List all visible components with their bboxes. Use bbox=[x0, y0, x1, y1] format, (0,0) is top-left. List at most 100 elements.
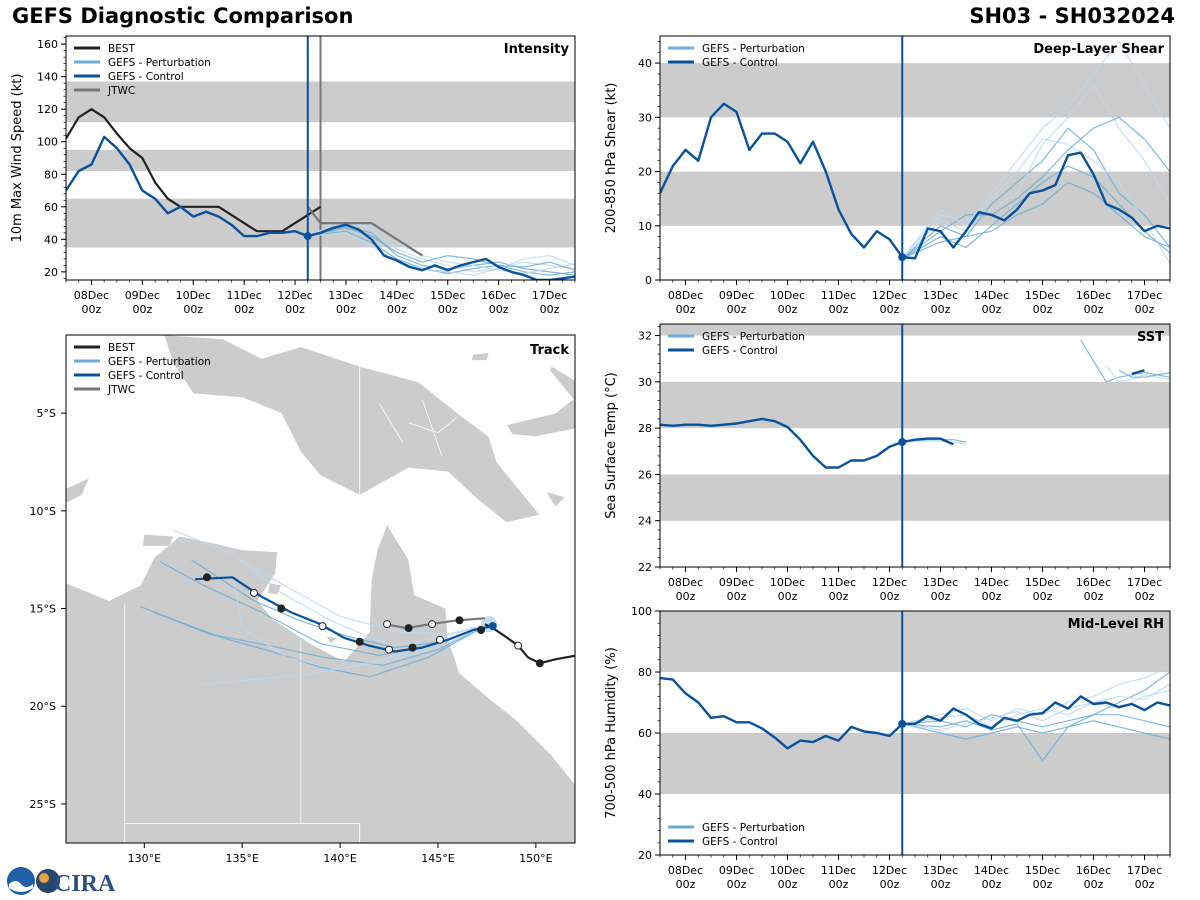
intensity-xtick-sublabel-0: 00z bbox=[82, 303, 102, 316]
rh-ytick-label-1: 40 bbox=[638, 788, 652, 801]
cira-wordmark: CIRA bbox=[54, 871, 116, 896]
track-perturbation-member-4 bbox=[140, 606, 490, 666]
intensity-xtick-label-8: 16Dec bbox=[481, 289, 516, 302]
intensity-xtick-label-3: 11Dec bbox=[227, 289, 262, 302]
shear-legend-label-0: GEFS - Perturbation bbox=[702, 43, 805, 55]
sst-xtick-label-1: 09Dec bbox=[719, 576, 754, 589]
border-line-5 bbox=[408, 416, 458, 434]
track-marker-jtwc-3 bbox=[383, 620, 392, 629]
sst-xtick-label-8: 16Dec bbox=[1076, 576, 1111, 589]
rh-perturbation-member-2 bbox=[902, 720, 1170, 740]
rh-legend-label-1: GEFS - Control bbox=[702, 836, 778, 848]
rh-xtick-label-7: 15Dec bbox=[1025, 864, 1060, 877]
sst-legend-label-1: GEFS - Control bbox=[702, 345, 778, 357]
rh-ytick-label-4: 100 bbox=[631, 605, 652, 618]
sst-ytick-label-3: 28 bbox=[638, 422, 652, 435]
shear-xtick-sublabel-0: 00z bbox=[676, 303, 696, 316]
track-marker-gefs-control-3 bbox=[385, 645, 394, 654]
land-mornington-island bbox=[325, 635, 339, 645]
intensity-ytick-label-6: 140 bbox=[37, 71, 58, 84]
rh-xtick-label-2: 10Dec bbox=[770, 864, 805, 877]
shear-init-point bbox=[898, 253, 907, 262]
shear-xtick-sublabel-3: 00z bbox=[829, 303, 849, 316]
rh-plot-area bbox=[660, 611, 1170, 855]
land-melville-island bbox=[142, 533, 175, 547]
shear-ytick-label-4: 40 bbox=[638, 57, 652, 70]
track-legend-label-0: BEST bbox=[108, 342, 136, 354]
intensity-xtick-sublabel-1: 00z bbox=[132, 303, 152, 316]
intensity-xtick-sublabel-8: 00z bbox=[489, 303, 509, 316]
track-marker-gefs-control-7 bbox=[249, 588, 258, 597]
shear-xtick-sublabel-6: 00z bbox=[982, 303, 1002, 316]
rh-band-1 bbox=[660, 611, 1170, 672]
rh-panel: 2040608010008Dec00z09Dec00z10Dec00z11Dec… bbox=[604, 605, 1171, 891]
track-marker-gefs-control-6 bbox=[277, 604, 286, 613]
rh-xtick-sublabel-0: 00z bbox=[676, 878, 696, 891]
shear-legend-label-1: GEFS - Control bbox=[702, 57, 778, 69]
sst-ytick-label-1: 24 bbox=[638, 515, 652, 528]
track-ytick-label-0: 5°S bbox=[37, 407, 56, 420]
sst-xtick-sublabel-1: 00z bbox=[727, 590, 747, 603]
rh-ytick-label-0: 20 bbox=[638, 849, 652, 862]
track-marker-best-1 bbox=[514, 641, 523, 650]
track-ytick-label-2: 15°S bbox=[30, 603, 56, 616]
track-ytick-label-3: 20°S bbox=[30, 700, 56, 713]
sst-series-gefs-control-late- bbox=[1131, 369, 1145, 375]
track-marker-gefs-control-8 bbox=[202, 573, 211, 582]
sst-band-0 bbox=[660, 474, 1170, 521]
track-init-point bbox=[488, 622, 497, 631]
sst-xtick-label-5: 13Dec bbox=[923, 576, 958, 589]
shear-xtick-label-1: 09Dec bbox=[719, 289, 754, 302]
sst-ytick-label-2: 26 bbox=[638, 468, 652, 481]
track-ytick-label-1: 10°S bbox=[30, 505, 56, 518]
track-marker-gefs-control-2 bbox=[408, 643, 417, 652]
sst-xtick-sublabel-2: 00z bbox=[778, 590, 798, 603]
intensity-init-point bbox=[303, 232, 312, 241]
intensity-xtick-label-2: 10Dec bbox=[176, 289, 211, 302]
shear-title: Deep-Layer Shear bbox=[1033, 42, 1164, 57]
track-marker-gefs-control-5 bbox=[318, 622, 327, 631]
track-xtick-label-3: 145°E bbox=[421, 852, 454, 865]
rh-xtick-sublabel-5: 00z bbox=[931, 878, 951, 891]
intensity-xtick-sublabel-4: 00z bbox=[285, 303, 305, 316]
land-australia bbox=[66, 523, 575, 843]
shear-xtick-label-7: 15Dec bbox=[1025, 289, 1060, 302]
shear-xtick-sublabel-4: 00z bbox=[880, 303, 900, 316]
intensity-xtick-sublabel-7: 00z bbox=[438, 303, 458, 316]
sst-band-2 bbox=[660, 324, 1170, 336]
shear-ytick-label-0: 0 bbox=[645, 274, 652, 287]
sst-perturbation-member-2 bbox=[1080, 339, 1170, 383]
track-perturbation-member-2 bbox=[153, 611, 490, 678]
sst-band-1 bbox=[660, 381, 1170, 429]
track-series-best bbox=[484, 623, 575, 665]
sst-title: SST bbox=[1137, 330, 1164, 345]
sst-legend-label-0: GEFS - Perturbation bbox=[702, 331, 805, 343]
shear-xtick-sublabel-9: 00z bbox=[1135, 303, 1155, 316]
sst-xtick-sublabel-0: 00z bbox=[676, 590, 696, 603]
land-groote-eylandt bbox=[267, 582, 282, 596]
intensity-ytick-label-3: 80 bbox=[44, 168, 58, 181]
sst-perturbation-member-1 bbox=[902, 440, 967, 445]
shear-perturbation-member-1 bbox=[901, 83, 1170, 259]
intensity-xtick-sublabel-2: 00z bbox=[183, 303, 203, 316]
sst-ytick-label-5: 32 bbox=[638, 330, 652, 343]
rh-xtick-label-5: 13Dec bbox=[923, 864, 958, 877]
intensity-xtick-label-5: 13Dec bbox=[328, 289, 363, 302]
rh-xtick-sublabel-2: 00z bbox=[778, 878, 798, 891]
rh-perturbation-member-0 bbox=[902, 671, 1170, 762]
rh-init-point bbox=[898, 719, 907, 728]
land-timor bbox=[66, 476, 91, 504]
track-marker-best-0 bbox=[535, 659, 544, 668]
rh-xtick-sublabel-9: 00z bbox=[1135, 878, 1155, 891]
intensity-plot-area bbox=[66, 36, 575, 280]
land-new-guinea bbox=[163, 335, 541, 523]
rh-ytick-label-3: 80 bbox=[638, 666, 652, 679]
sst-xtick-label-2: 10Dec bbox=[770, 576, 805, 589]
sst-xtick-label-9: 17Dec bbox=[1127, 576, 1162, 589]
sst-xtick-label-4: 12Dec bbox=[872, 576, 907, 589]
shear-ytick-label-1: 10 bbox=[638, 220, 652, 233]
intensity-xtick-label-1: 09Dec bbox=[125, 289, 160, 302]
intensity-xtick-label-6: 14Dec bbox=[379, 289, 414, 302]
track-title: Track bbox=[530, 343, 569, 358]
track-xtick-label-1: 135°E bbox=[225, 852, 258, 865]
